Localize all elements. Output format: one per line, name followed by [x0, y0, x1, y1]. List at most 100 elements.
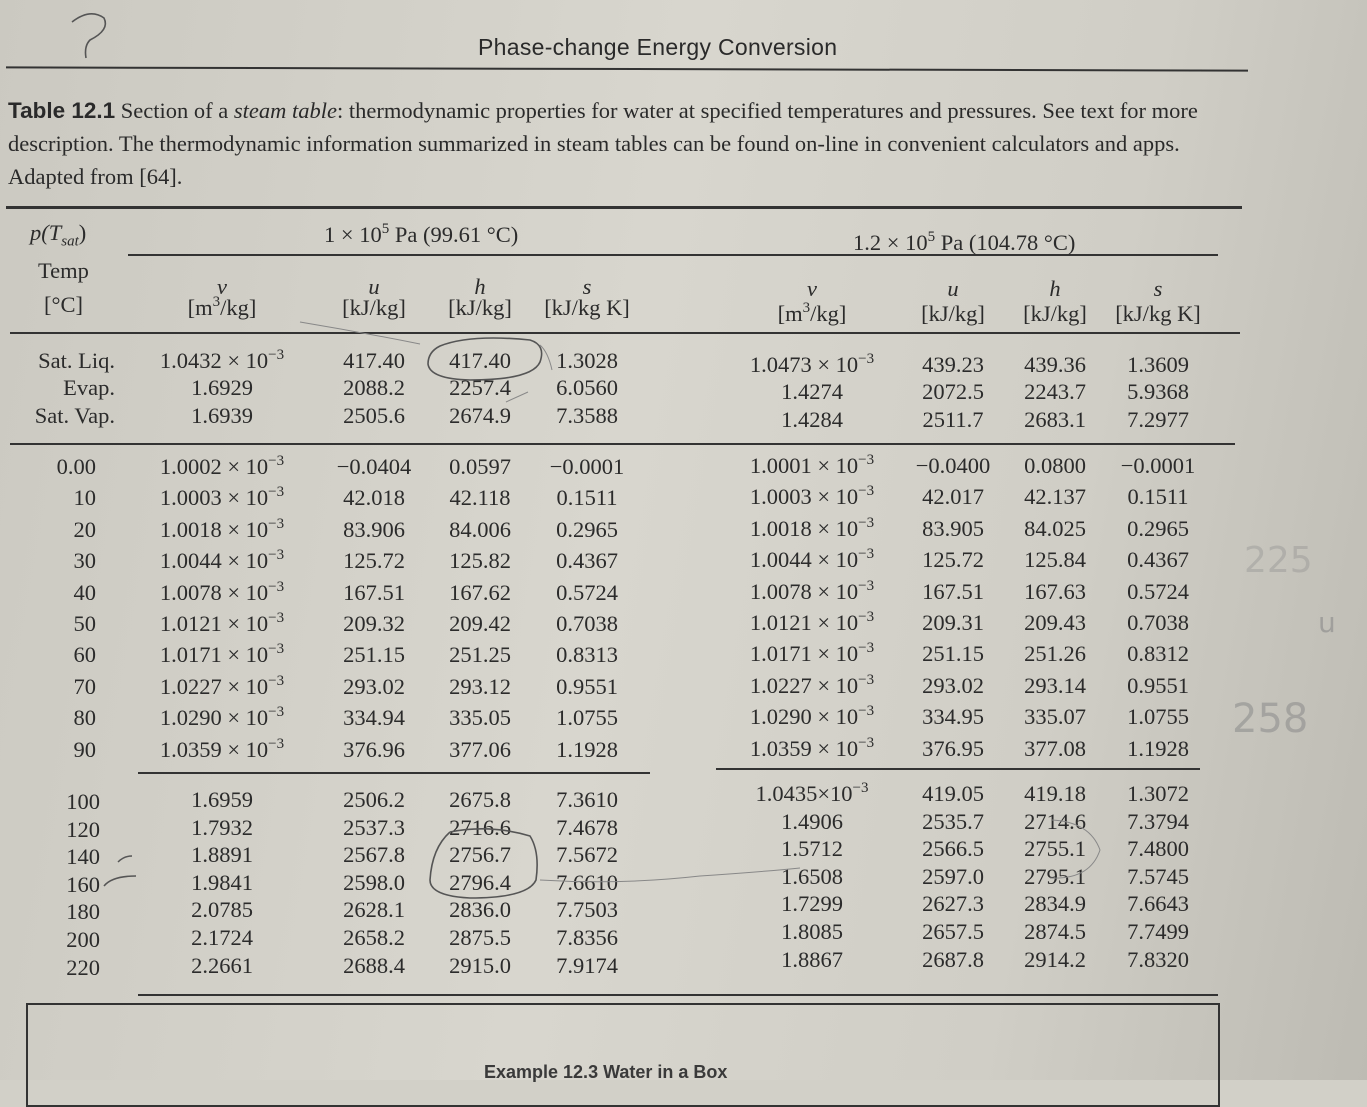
liquid-g1-col3: 0.2965	[556, 516, 618, 542]
table-bottom-rule	[138, 994, 1218, 996]
liquid-g1-col3: −0.0001	[549, 454, 625, 479]
liquid-g1-col0: 1.0227 × 10−3	[159, 672, 285, 699]
vapor-g2-col2: 2834.9	[1024, 891, 1086, 917]
liquid-g2-col3: 0.9551	[1127, 672, 1189, 698]
table-caption: Table 12.1 Section of a steam table: the…	[8, 94, 1248, 193]
liquid-g2-col3: 0.7038	[1127, 610, 1189, 635]
temp-cell: 40	[73, 579, 97, 605]
liquid-g2-col0: 1.0121 × 10−3	[749, 609, 875, 636]
group1-header: 1 × 105 Pa (99.61 °C)	[324, 221, 519, 248]
phase-rule-left	[138, 772, 650, 774]
liquid-g1-col3: 0.4367	[556, 548, 618, 574]
caption-term: steam table	[233, 98, 337, 123]
vapor-g2-col1: 2566.5	[922, 836, 984, 862]
vapor-g1-col1: 2506.2	[343, 787, 405, 812]
liquid-g1-col3: 0.9551	[556, 673, 618, 699]
saturation-rule	[10, 443, 1235, 445]
sat-g1-col0: 1.6929	[191, 375, 253, 400]
vapor-g2-col3: 7.8320	[1127, 946, 1189, 972]
vapor-g1-col1: 2567.8	[343, 842, 405, 868]
liquid-g1-col1: 125.72	[343, 548, 405, 574]
sat-g2-col3: 1.3609	[1127, 352, 1189, 377]
liquid-g1-col0: 1.0018 × 10−3	[159, 515, 285, 542]
group2-h-symbol: h	[1049, 276, 1061, 301]
liquid-g2-col0: 1.0018 × 10−3	[749, 514, 875, 541]
temp-header: Temp	[38, 258, 89, 283]
liquid-g1-col3: 1.0755	[556, 705, 618, 731]
liquid-g2-col3: 0.4367	[1127, 547, 1189, 573]
liquid-g1-col1: 334.94	[343, 705, 405, 731]
liquid-g1-col0: 1.0121 × 10−3	[159, 610, 285, 637]
liquid-g2-col1: 167.51	[922, 578, 984, 604]
sat-g2-col1: 2511.7	[922, 407, 984, 432]
running-head: Phase-change Energy Conversion	[478, 34, 838, 60]
vapor-g1-col0: 1.9841	[191, 869, 253, 895]
liquid-g2-col0: 1.0003 × 10−3	[749, 483, 875, 510]
vapor-g1-col2: 2836.0	[449, 897, 511, 923]
vapor-g2-col3: 7.7499	[1127, 919, 1189, 944]
liquid-g2-col0: 1.0290 × 10−3	[749, 703, 875, 730]
vapor-g1-col1: 2537.3	[343, 814, 405, 840]
liquid-g2-col1: 42.017	[922, 484, 984, 510]
liquid-g1-col1: 83.906	[343, 516, 405, 542]
temp-unit: [°C]	[44, 292, 83, 317]
phase-rule-right	[716, 768, 1200, 770]
vapor-g1-col0: 2.0785	[191, 897, 253, 923]
vapor-g2-col0: 1.5712	[781, 836, 843, 862]
temp-cell: 70	[73, 673, 97, 699]
liquid-g2-col0: 1.0359 × 10−3	[749, 734, 875, 761]
temp-cell: 140	[66, 844, 100, 870]
liquid-g2-col2: 377.08	[1024, 735, 1086, 761]
margin-note-b: u	[1318, 606, 1336, 639]
liquid-g2-col2: 84.025	[1024, 515, 1086, 541]
sat-g2-col3: 5.9368	[1127, 379, 1189, 404]
liquid-g2-col0: 1.0171 × 10−3	[749, 640, 875, 667]
group2-header: 1.2 × 105 Pa (104.78 °C)	[853, 229, 1076, 256]
liquid-g2-col0: 1.0001 × 10−3	[749, 452, 875, 479]
group2-u-symbol: u	[947, 276, 959, 301]
liquid-g1-col0: 1.0290 × 10−3	[159, 704, 285, 731]
liquid-g1-col3: 1.1928	[556, 736, 618, 762]
liquid-g1-col2: 293.12	[449, 673, 511, 699]
liquid-g2-col2: 0.0800	[1024, 453, 1086, 478]
caption-text-1: Section of a	[115, 98, 234, 123]
sat-g1-col1: 417.40	[343, 348, 405, 373]
sat-g2-col1: 439.23	[922, 352, 984, 377]
vapor-g2-col1: 2627.3	[922, 891, 984, 917]
temp-cell: 90	[73, 736, 97, 762]
liquid-g1-col2: 0.0597	[449, 454, 511, 479]
group1-v-symbol: v	[217, 274, 227, 299]
vapor-g2-col2: 2874.5	[1024, 919, 1086, 944]
group2-s-symbol: s	[1153, 276, 1163, 301]
sat-row-label: Evap.	[63, 375, 115, 400]
page-background	[0, 0, 1367, 1080]
liquid-g2-col1: −0.0400	[915, 453, 991, 478]
sat-g1-col0: 1.0432 × 10−3	[159, 347, 285, 374]
caption-text-2: : thermodynamic properties for water at …	[8, 98, 1198, 189]
sat-g2-col2: 439.36	[1024, 352, 1086, 377]
temp-cell: 30	[73, 548, 97, 574]
vapor-g1-col0: 1.8891	[191, 842, 253, 868]
group2-v-unit: [m3/kg]	[777, 300, 847, 327]
liquid-g1-col1: 376.96	[343, 736, 405, 762]
vapor-g1-col2: 2675.8	[449, 787, 511, 812]
liquid-g1-col1: 167.51	[343, 579, 405, 605]
vapor-g1-col3: 7.5672	[556, 842, 618, 868]
liquid-g2-col1: 334.95	[922, 704, 984, 730]
liquid-g2-col1: 376.95	[922, 735, 984, 761]
liquid-g1-col0: 1.0171 × 10−3	[159, 641, 285, 668]
vapor-g1-col0: 1.6959	[191, 787, 253, 812]
vapor-g2-col1: 2657.5	[922, 919, 984, 944]
sat-g2-col1: 2072.5	[922, 379, 984, 404]
liquid-g2-col2: 125.84	[1024, 547, 1086, 573]
temp-cell: 50	[73, 611, 97, 636]
group2-s-unit: [kJ/kg K]	[1115, 301, 1201, 326]
margin-note-a: 225	[1244, 540, 1313, 581]
vapor-g2-col1: 2597.0	[922, 863, 984, 889]
temp-cell: 10	[73, 485, 97, 511]
temp-cell: 80	[73, 705, 97, 731]
example-title: Example 12.3 Water in a Box	[484, 1062, 728, 1082]
caption-label: Table 12.1	[8, 98, 116, 123]
liquid-g2-col1: 293.02	[922, 672, 984, 698]
liquid-g2-col1: 251.15	[922, 641, 984, 667]
